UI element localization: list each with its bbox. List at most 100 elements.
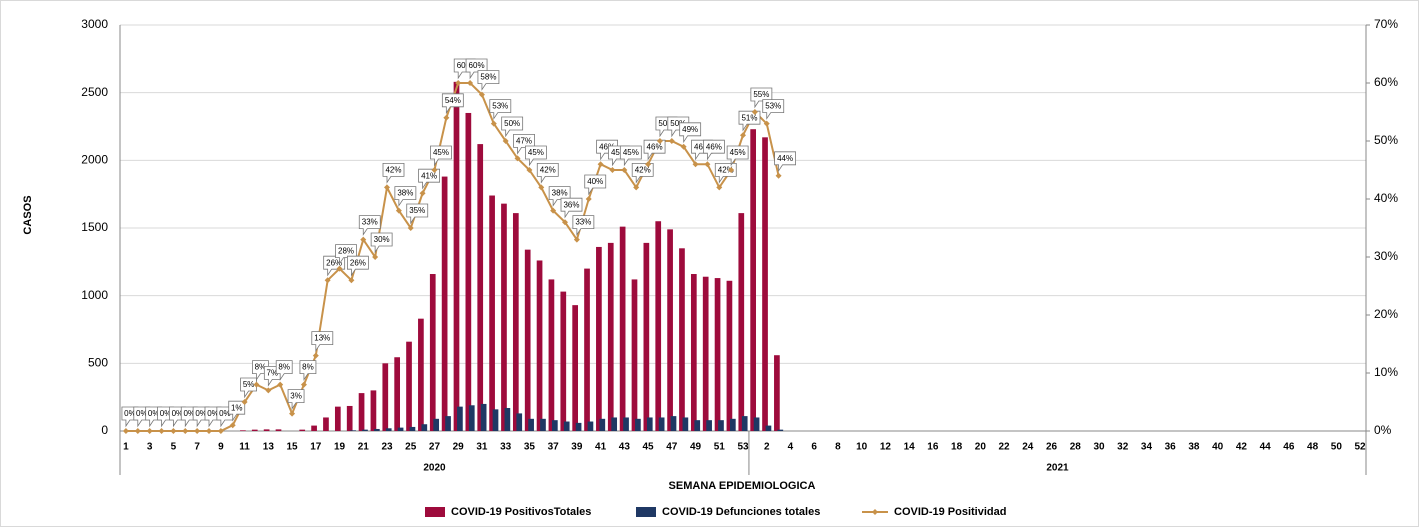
data-label: 60% bbox=[469, 61, 485, 70]
data-label: 0% bbox=[219, 409, 231, 418]
data-label: 0% bbox=[183, 409, 195, 418]
data-label: 60% bbox=[457, 61, 473, 70]
bar bbox=[540, 418, 546, 431]
bar bbox=[690, 274, 697, 431]
x-tick-label: 23 bbox=[381, 442, 393, 453]
line-marker bbox=[384, 184, 390, 191]
data-label: 50% bbox=[658, 119, 674, 128]
bar bbox=[418, 318, 424, 431]
bar bbox=[777, 429, 784, 431]
line-marker bbox=[562, 219, 568, 226]
x-tick-label: 7 bbox=[194, 442, 200, 453]
x-axis-label: SEMANA EPIDEMIOLOGICA bbox=[669, 480, 816, 492]
x-tick-label: 3 bbox=[147, 442, 153, 453]
line-marker bbox=[324, 277, 331, 284]
data-label: 55% bbox=[753, 90, 769, 99]
y-tick-label: 1500 bbox=[81, 220, 108, 234]
bar bbox=[445, 416, 451, 431]
bar bbox=[477, 144, 484, 432]
data-label: 30% bbox=[374, 235, 390, 244]
bar bbox=[765, 425, 772, 431]
x-tick-label: 12 bbox=[880, 442, 892, 453]
data-label: 26% bbox=[350, 258, 366, 267]
line-marker bbox=[312, 352, 319, 359]
bar bbox=[512, 213, 519, 431]
y-tick-label: 2500 bbox=[81, 85, 108, 99]
line-marker bbox=[146, 428, 153, 434]
group-label: 2020 bbox=[423, 463, 446, 474]
data-label: 13% bbox=[314, 334, 330, 343]
y-tick-label: 1000 bbox=[81, 288, 108, 302]
data-label: 46% bbox=[706, 142, 722, 151]
data-label-box bbox=[750, 87, 773, 109]
line-marker bbox=[194, 428, 201, 434]
x-tick-label: 43 bbox=[619, 442, 631, 453]
y2-tick-label: 10% bbox=[1374, 365, 1398, 379]
data-label-box bbox=[299, 360, 317, 381]
data-label: 47% bbox=[516, 137, 532, 146]
data-label: 8% bbox=[278, 363, 290, 372]
line-marker bbox=[122, 428, 129, 434]
data-label-box bbox=[240, 377, 257, 399]
bar bbox=[409, 426, 416, 431]
y2-tick-label: 60% bbox=[1374, 75, 1398, 89]
x-tick-label: 38 bbox=[1188, 442, 1200, 453]
data-label: 53% bbox=[492, 102, 508, 111]
data-label-box bbox=[525, 145, 547, 167]
bar bbox=[702, 276, 709, 431]
bar bbox=[311, 425, 317, 431]
data-label-box bbox=[275, 360, 293, 381]
x-tick-label: 11 bbox=[239, 442, 250, 453]
bar bbox=[433, 418, 440, 431]
line-marker bbox=[728, 167, 735, 173]
line-marker bbox=[455, 80, 462, 86]
y2-tick-label: 20% bbox=[1374, 307, 1398, 321]
bar bbox=[299, 429, 306, 431]
legend-swatch bbox=[872, 509, 878, 515]
data-label-box bbox=[726, 145, 749, 167]
data-label: 0% bbox=[148, 409, 160, 418]
data-label: 7% bbox=[267, 369, 279, 378]
data-label: 51% bbox=[741, 113, 757, 122]
bar bbox=[275, 429, 282, 431]
line-marker bbox=[645, 161, 652, 168]
line-marker bbox=[241, 399, 248, 405]
x-tick-label: 21 bbox=[358, 442, 370, 453]
bar bbox=[726, 280, 733, 431]
x-tick-label: 19 bbox=[334, 442, 346, 453]
bar bbox=[679, 248, 685, 431]
x-tick-label: 8 bbox=[835, 442, 841, 453]
data-label: 46% bbox=[599, 142, 615, 151]
bar bbox=[548, 279, 555, 431]
bar bbox=[406, 341, 412, 431]
line-marker bbox=[668, 138, 675, 144]
x-tick-label: 34 bbox=[1141, 442, 1153, 453]
x-tick-label: 53 bbox=[737, 442, 749, 453]
line-marker bbox=[229, 422, 236, 429]
bar bbox=[358, 393, 365, 431]
data-label-box bbox=[703, 139, 725, 161]
bar bbox=[584, 268, 590, 431]
line-marker bbox=[419, 190, 426, 197]
x-tick-label: 5 bbox=[171, 442, 177, 453]
bar bbox=[524, 249, 531, 431]
bar bbox=[240, 430, 246, 431]
y2-tick-label: 0% bbox=[1374, 423, 1392, 437]
x-tick-label: 20 bbox=[975, 442, 987, 453]
x-tick-label: 16 bbox=[927, 442, 939, 453]
data-label-box bbox=[287, 389, 305, 410]
bar bbox=[457, 406, 463, 431]
data-label: 45% bbox=[528, 148, 544, 157]
data-label: 38% bbox=[552, 189, 568, 198]
bar bbox=[453, 81, 460, 431]
x-tick-label: 45 bbox=[643, 442, 655, 453]
data-label-box bbox=[382, 163, 405, 184]
bar bbox=[658, 417, 665, 431]
bar bbox=[492, 409, 499, 431]
bar bbox=[551, 420, 558, 431]
line-marker bbox=[206, 428, 212, 434]
legend-label: COVID-19 Defunciones totales bbox=[662, 506, 820, 518]
bar bbox=[753, 417, 760, 431]
data-label: 38% bbox=[397, 189, 413, 198]
x-tick-label: 10 bbox=[856, 442, 868, 453]
